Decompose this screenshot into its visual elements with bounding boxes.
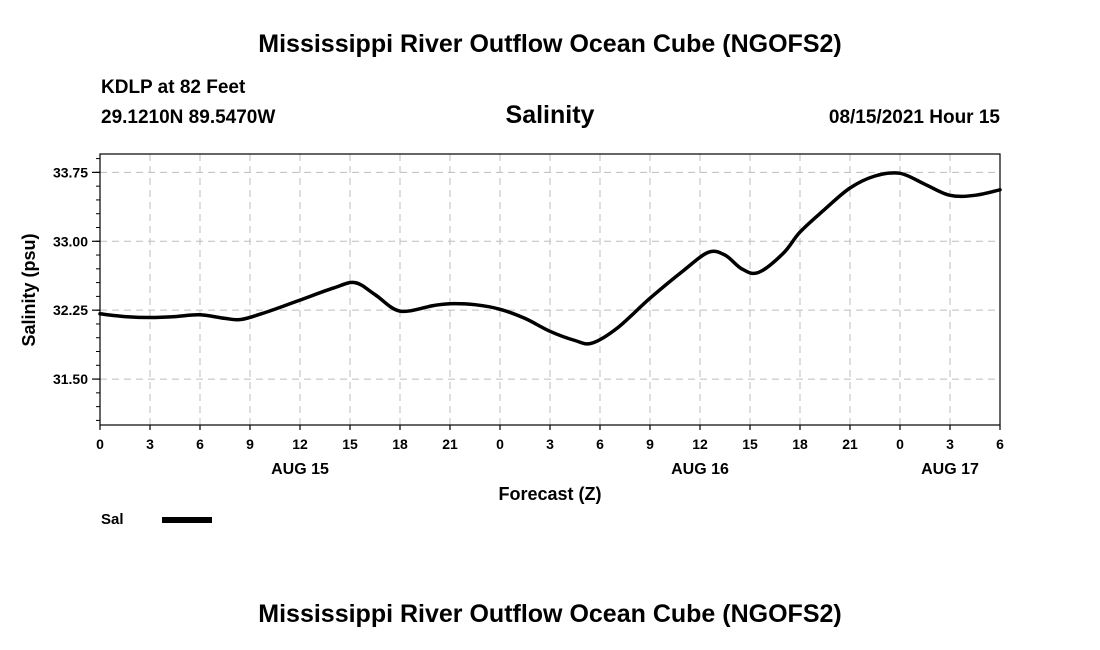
x-tick-label: 18 bbox=[792, 436, 808, 452]
legend-swatch bbox=[162, 517, 212, 523]
x-date-label: AUG 16 bbox=[671, 461, 729, 478]
x-tick-label: 3 bbox=[146, 436, 154, 452]
footer-title: Mississippi River Outflow Ocean Cube (NG… bbox=[258, 600, 842, 628]
x-tick-label: 6 bbox=[196, 436, 204, 452]
x-date-label: AUG 17 bbox=[921, 461, 979, 478]
y-tick-label: 32.25 bbox=[53, 302, 88, 318]
x-tick-label: 3 bbox=[546, 436, 554, 452]
x-tick-label: 15 bbox=[742, 436, 758, 452]
forecast-datetime: 08/15/2021 Hour 15 bbox=[828, 107, 1000, 128]
y-tick-label: 31.50 bbox=[53, 371, 88, 387]
x-tick-label: 12 bbox=[292, 436, 308, 452]
x-tick-label: 6 bbox=[596, 436, 604, 452]
y-tick-label: 33.00 bbox=[53, 233, 88, 249]
series-line-sal bbox=[98, 171, 1002, 346]
x-tick-label: 15 bbox=[342, 436, 358, 452]
x-axis-date-labels: AUG 15 AUG 16 AUG 17 bbox=[271, 461, 979, 478]
x-tick-label: 18 bbox=[392, 436, 408, 452]
x-date-label: AUG 15 bbox=[271, 461, 329, 478]
x-tick-label: 9 bbox=[246, 436, 254, 452]
station-coordinates: 29.1210N 89.5470W bbox=[101, 107, 276, 128]
x-tick-label: 0 bbox=[496, 436, 504, 452]
x-tick-label: 21 bbox=[842, 436, 858, 452]
variable-title: Salinity bbox=[505, 101, 595, 129]
y-axis-ticks: 31.50 32.25 33.00 33.75 bbox=[53, 164, 100, 387]
chart-title: Mississippi River Outflow Ocean Cube (NG… bbox=[258, 30, 842, 58]
x-tick-label: 12 bbox=[692, 436, 708, 452]
y-axis-label: Salinity (psu) bbox=[19, 233, 39, 346]
legend-label: Sal bbox=[101, 511, 124, 528]
x-tick-label: 6 bbox=[996, 436, 1004, 452]
x-axis-label: Forecast (Z) bbox=[498, 484, 601, 504]
y-tick-label: 33.75 bbox=[53, 164, 88, 180]
x-tick-label: 21 bbox=[442, 436, 458, 452]
station-label: KDLP at 82 Feet bbox=[101, 77, 246, 98]
grid bbox=[100, 154, 1000, 425]
x-tick-label: 9 bbox=[646, 436, 654, 452]
x-tick-label: 3 bbox=[946, 436, 954, 452]
x-tick-label: 0 bbox=[96, 436, 104, 452]
x-tick-label: 0 bbox=[896, 436, 904, 452]
x-axis-ticks: 0 3 6 9 12 15 18 21 0 3 6 9 12 15 18 21 0 3 6 bbox=[96, 425, 1004, 452]
